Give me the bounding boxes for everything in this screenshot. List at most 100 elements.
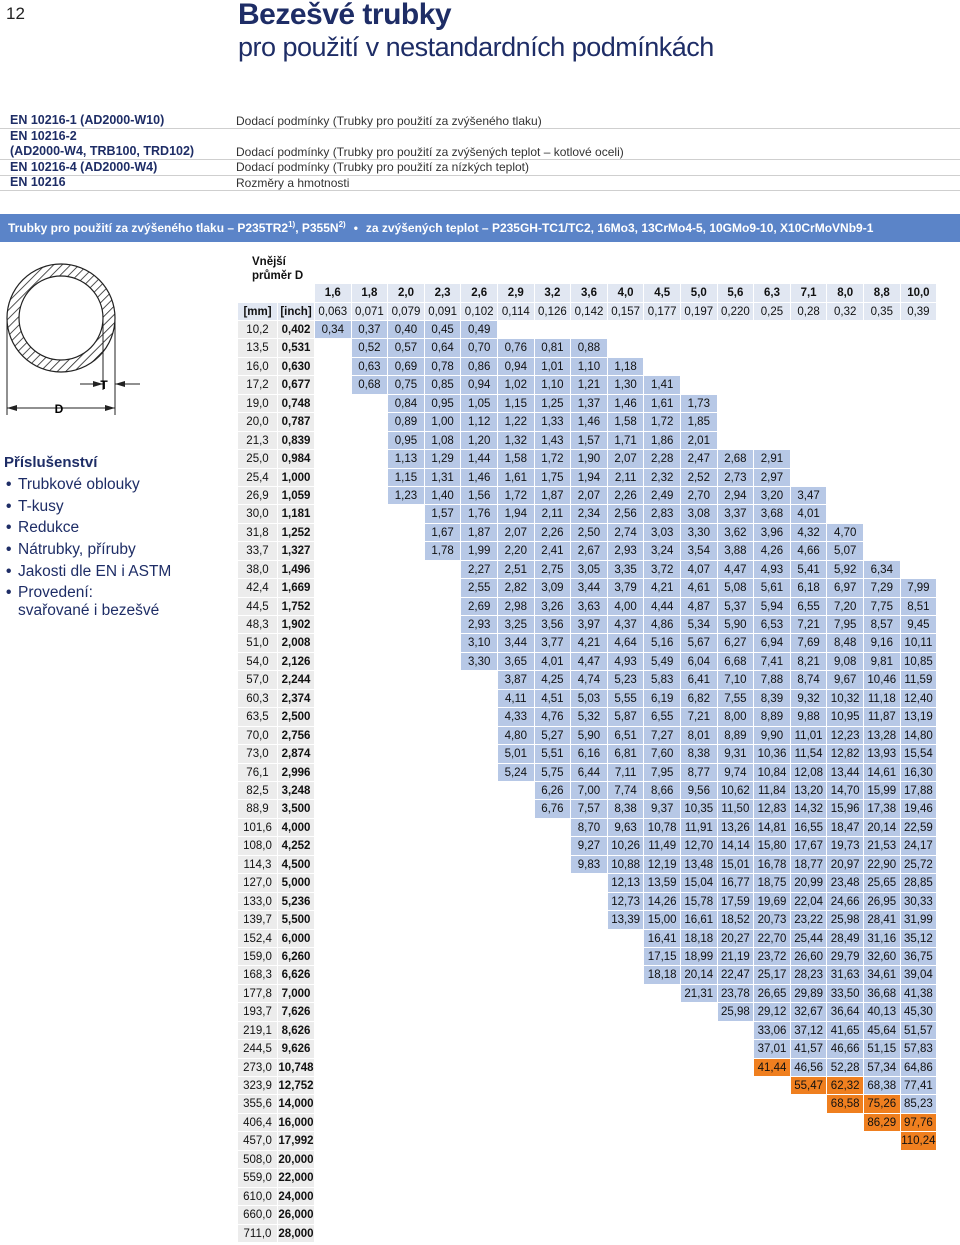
accessory-item: • Trubkové oblouky <box>6 476 140 494</box>
weight-cell: 10,32 <box>827 689 864 709</box>
diameter-mm: 168,3 <box>238 966 278 985</box>
weight-cell: 4,37 <box>607 616 645 635</box>
weight-cell: 3,08 <box>681 505 718 524</box>
weight-cell: 3,25 <box>498 616 535 635</box>
diameter-inch: 5,236 <box>278 892 315 912</box>
weight-cell: 13,59 <box>644 874 681 893</box>
weight-cell: 18,77 <box>790 855 828 875</box>
diameter-inch: 1,902 <box>278 616 315 635</box>
weight-cell: 6,26 <box>534 782 572 801</box>
weight-cell: 1,57 <box>571 431 608 451</box>
weight-cell: 10,85 <box>900 652 938 672</box>
weight-cell: 0,78 <box>424 357 462 377</box>
weight-cell: 22,90 <box>864 855 901 875</box>
weight-cell: 3,88 <box>717 542 755 561</box>
diameter-inch: 2,244 <box>278 671 315 690</box>
thickness-mm: 2,3 <box>424 284 462 303</box>
weight-cell: 14,26 <box>644 892 681 912</box>
weight-cell: 86,29 <box>864 1113 901 1133</box>
diameter-mm: 48,3 <box>238 616 278 635</box>
diameter-inch: 9,626 <box>278 1040 315 1059</box>
weight-cell: 5,23 <box>607 671 645 690</box>
diameter-mm: 273,0 <box>238 1058 278 1078</box>
arrow <box>7 405 17 411</box>
header-bg <box>315 252 938 284</box>
weight-cell: 1,61 <box>498 468 535 487</box>
weight-cell: 23,72 <box>754 947 791 967</box>
diameter-inch: 7,626 <box>278 1003 315 1022</box>
band-text: Trubky pro použití za zvýšeného tlaku – … <box>8 221 289 235</box>
weight-cell: 13,28 <box>864 726 901 746</box>
weight-cell: 5,34 <box>681 616 718 635</box>
weight-cell: 13,48 <box>681 855 718 875</box>
weight-cell: 1,32 <box>498 431 535 451</box>
weight-cell: 25,72 <box>900 855 938 875</box>
bullet: • <box>6 498 12 515</box>
weight-cell: 7,75 <box>864 597 901 617</box>
diameter-mm: 73,0 <box>238 745 278 764</box>
weight-cell: 17,59 <box>717 892 755 912</box>
weight-cell: 4,21 <box>571 634 608 653</box>
weight-cell: 19,73 <box>827 837 864 856</box>
weight-cell: 6,04 <box>681 652 718 672</box>
weight-cell: 4,01 <box>790 505 828 524</box>
pipe-diagram: D T <box>6 263 140 416</box>
weight-cell: 1,43 <box>534 431 572 451</box>
footnote-ref: 2) <box>338 220 346 229</box>
weight-cell: 6,76 <box>534 800 572 819</box>
weight-cell: 2,91 <box>754 450 791 469</box>
weight-cell: 5,55 <box>607 689 645 709</box>
weight-cell: 1,75 <box>534 468 572 487</box>
weight-cell: 4,70 <box>827 523 864 543</box>
weight-cell: 0,85 <box>424 376 462 395</box>
weight-cell: 8,89 <box>754 708 791 727</box>
weight-cell: 25,65 <box>864 874 901 893</box>
weight-cell: 1,31 <box>424 468 462 487</box>
weight-cell: 5,37 <box>717 597 755 617</box>
weight-cell: 6,41 <box>681 671 718 690</box>
weight-cell: 34,61 <box>864 966 901 985</box>
standard-description: Dodací podmínky (Trubky pro použití za n… <box>236 160 530 174</box>
header-label: Vnější průměr D <box>238 252 315 302</box>
weight-cell: 20,14 <box>681 966 718 985</box>
weight-cell: 8,51 <box>900 597 938 617</box>
diameter-inch: 2,008 <box>278 634 315 653</box>
weight-cell: 14,14 <box>717 837 755 856</box>
standard-code: (AD2000-W4, TRB100, TRD102) <box>10 144 195 158</box>
weight-cell: 7,57 <box>571 800 608 819</box>
weight-cell: 3,79 <box>607 579 645 598</box>
weight-cell: 12,13 <box>607 874 645 893</box>
weight-cell: 3,26 <box>534 597 572 617</box>
weight-cell: 2,94 <box>717 486 755 506</box>
accessory-text: svařované i bezešvé <box>18 602 160 619</box>
band-text: za zvýšených teplot – P235GH-TC1/TC2, 16… <box>365 221 874 235</box>
weight-cell: 0,57 <box>388 339 425 358</box>
diameter-inch: 2,126 <box>278 652 315 672</box>
weight-cell: 31,99 <box>900 911 938 930</box>
weight-cell: 6,68 <box>717 652 755 672</box>
weight-cell: 16,77 <box>717 874 755 893</box>
weight-cell: 85,23 <box>900 1095 938 1114</box>
diameter-inch: 17,992 <box>278 1132 315 1151</box>
weight-cell: 36,64 <box>827 1003 864 1022</box>
weight-cell: 16,41 <box>644 929 681 948</box>
weight-cell: 4,33 <box>498 708 535 727</box>
weight-cell: 4,74 <box>571 671 608 690</box>
diameter-mm: 127,0 <box>238 874 278 893</box>
weight-cell: 4,66 <box>790 542 828 561</box>
weight-cell: 19,46 <box>900 800 938 819</box>
weight-cell: 5,87 <box>607 708 645 727</box>
standard-code: EN 10216 <box>10 175 66 189</box>
weight-cell: 3,65 <box>498 652 535 672</box>
weight-cell: 8,38 <box>607 800 645 819</box>
separator <box>0 190 960 191</box>
weight-cell: 1,87 <box>461 523 498 543</box>
pipe-bore <box>18 275 104 361</box>
thickness-inch: 0,126 <box>534 303 572 321</box>
thickness-inch: 0,32 <box>827 303 864 321</box>
thickness-inch: 0,28 <box>790 303 828 321</box>
weight-cell: 25,98 <box>827 911 864 930</box>
thickness-mm: 4,5 <box>644 284 681 303</box>
weight-cell: 13,93 <box>864 745 901 764</box>
thickness-inch: 0,114 <box>498 303 535 321</box>
